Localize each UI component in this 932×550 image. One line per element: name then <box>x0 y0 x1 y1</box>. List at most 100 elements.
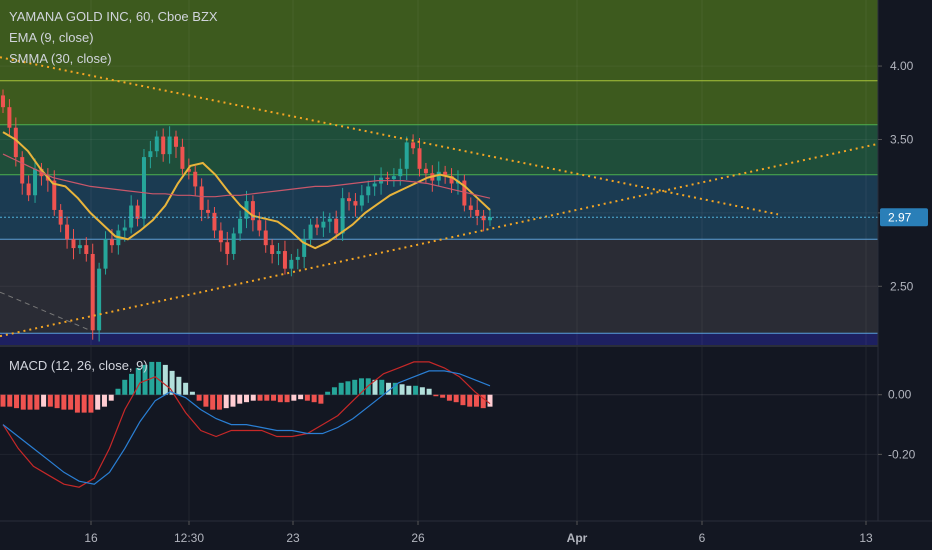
price-axis-bg <box>878 0 932 550</box>
macd-histogram-bar <box>34 394 40 410</box>
candle-body <box>436 171 441 181</box>
macd-histogram-bar <box>169 370 175 395</box>
candle-body <box>257 220 262 231</box>
time-tick-label: 12:30 <box>174 531 204 545</box>
candle-body <box>199 186 204 210</box>
macd-pane <box>0 345 932 488</box>
macd-histogram-bar <box>392 382 398 395</box>
macd-line <box>2 361 491 488</box>
macd-histogram-bar <box>142 364 148 395</box>
macd-histogram-bar <box>135 367 141 395</box>
macd-histogram-bar <box>352 379 358 395</box>
trend-lines <box>0 56 879 338</box>
macd-histogram-bar <box>264 394 270 401</box>
macd-tick-label: 0.00 <box>888 388 912 402</box>
candle-body <box>174 136 179 147</box>
macd-histogram-bar <box>433 394 439 397</box>
macd-histogram-bar <box>156 361 162 395</box>
macd-legend[interactable]: MACD (12, 26, close, 9) <box>9 358 148 373</box>
macd-histogram-bar <box>54 394 60 409</box>
macd-histogram-bar <box>419 387 425 395</box>
candle-body <box>462 180 467 206</box>
candle-body <box>26 183 31 196</box>
macd-histogram-bar <box>453 394 459 403</box>
candle-body <box>475 209 480 216</box>
signal-line <box>2 370 491 485</box>
price-tag-label: 2.97 <box>888 210 912 224</box>
candle-body <box>103 239 108 269</box>
macd-histogram-bar <box>223 394 229 409</box>
current-price-tag: 2.97 <box>880 208 928 227</box>
macd-histogram-bar <box>14 394 20 409</box>
candle-body <box>391 176 396 180</box>
macd-histogram-bar <box>0 394 6 407</box>
candle-body <box>141 157 146 219</box>
macd-histogram-bar <box>406 385 412 395</box>
candle-body <box>385 177 390 180</box>
candle-body <box>77 245 82 249</box>
macd-histogram-bar <box>115 388 121 395</box>
ema-legend[interactable]: EMA (9, close) <box>9 30 94 45</box>
macd-histogram-bar <box>183 382 189 395</box>
time-tick-label: Apr <box>567 531 588 545</box>
macd-histogram-bar <box>426 388 432 395</box>
price-tick-label: 2.50 <box>890 279 914 293</box>
candle-body <box>423 168 428 174</box>
smma-legend[interactable]: SMMA (30, close) <box>9 51 112 66</box>
macd-histogram-bar <box>386 382 392 395</box>
candle-body <box>276 251 281 254</box>
macd-histogram-bar <box>101 394 107 407</box>
price-zone <box>0 333 878 345</box>
candle-body <box>314 224 319 228</box>
candle-body <box>135 205 140 219</box>
macd-histogram-bar <box>467 394 473 407</box>
macd-histogram-bar <box>176 376 182 395</box>
candle-body <box>263 230 268 246</box>
macd-histogram-bar <box>379 379 385 395</box>
macd-histogram-bar <box>284 394 290 403</box>
macd-histogram-bar <box>244 394 249 403</box>
price-zones <box>0 0 878 345</box>
time-tick-label: 16 <box>84 531 98 545</box>
candle-body <box>238 218 243 234</box>
candle-body <box>270 245 275 254</box>
candle-body <box>398 168 403 177</box>
macd-histogram-bar <box>47 394 53 407</box>
time-tick-label: 26 <box>411 531 425 545</box>
price-zone <box>0 0 878 125</box>
macd-histogram-bar <box>129 373 135 395</box>
macd-histogram-bar <box>108 394 114 401</box>
macd-histogram-bar <box>372 379 378 395</box>
candle-body <box>186 168 191 172</box>
price-zone <box>0 239 878 334</box>
macd-histogram-bar <box>122 379 128 395</box>
candle-body <box>109 239 114 246</box>
candle-body <box>148 151 153 158</box>
macd-histogram-bar <box>27 394 33 410</box>
macd-histogram-bar <box>487 394 493 407</box>
macd-histogram-bar <box>338 382 344 395</box>
horizontal-levels <box>0 80 878 334</box>
symbol-title[interactable]: YAMANA GOLD INC, 60, Cboe BZX <box>9 9 218 24</box>
macd-histogram-bar <box>460 394 466 406</box>
macd-histogram-bar <box>413 385 419 395</box>
candle-body <box>347 198 352 202</box>
candle-body <box>122 227 127 231</box>
macd-histogram-bar <box>277 394 283 403</box>
candle-body <box>302 239 307 257</box>
candle-body <box>225 242 230 254</box>
candle-body <box>443 171 448 177</box>
falling-trendline <box>0 56 779 216</box>
macd-histogram-bar <box>311 394 317 403</box>
candle-body <box>218 230 223 243</box>
candle-body <box>84 245 89 254</box>
candle-body <box>206 209 211 213</box>
candle-body <box>404 142 409 169</box>
time-tick-label: 6 <box>699 531 706 545</box>
macd-tick-label: -0.20 <box>888 447 916 461</box>
macd-histogram-bar <box>250 394 256 401</box>
candle-body <box>334 218 339 234</box>
